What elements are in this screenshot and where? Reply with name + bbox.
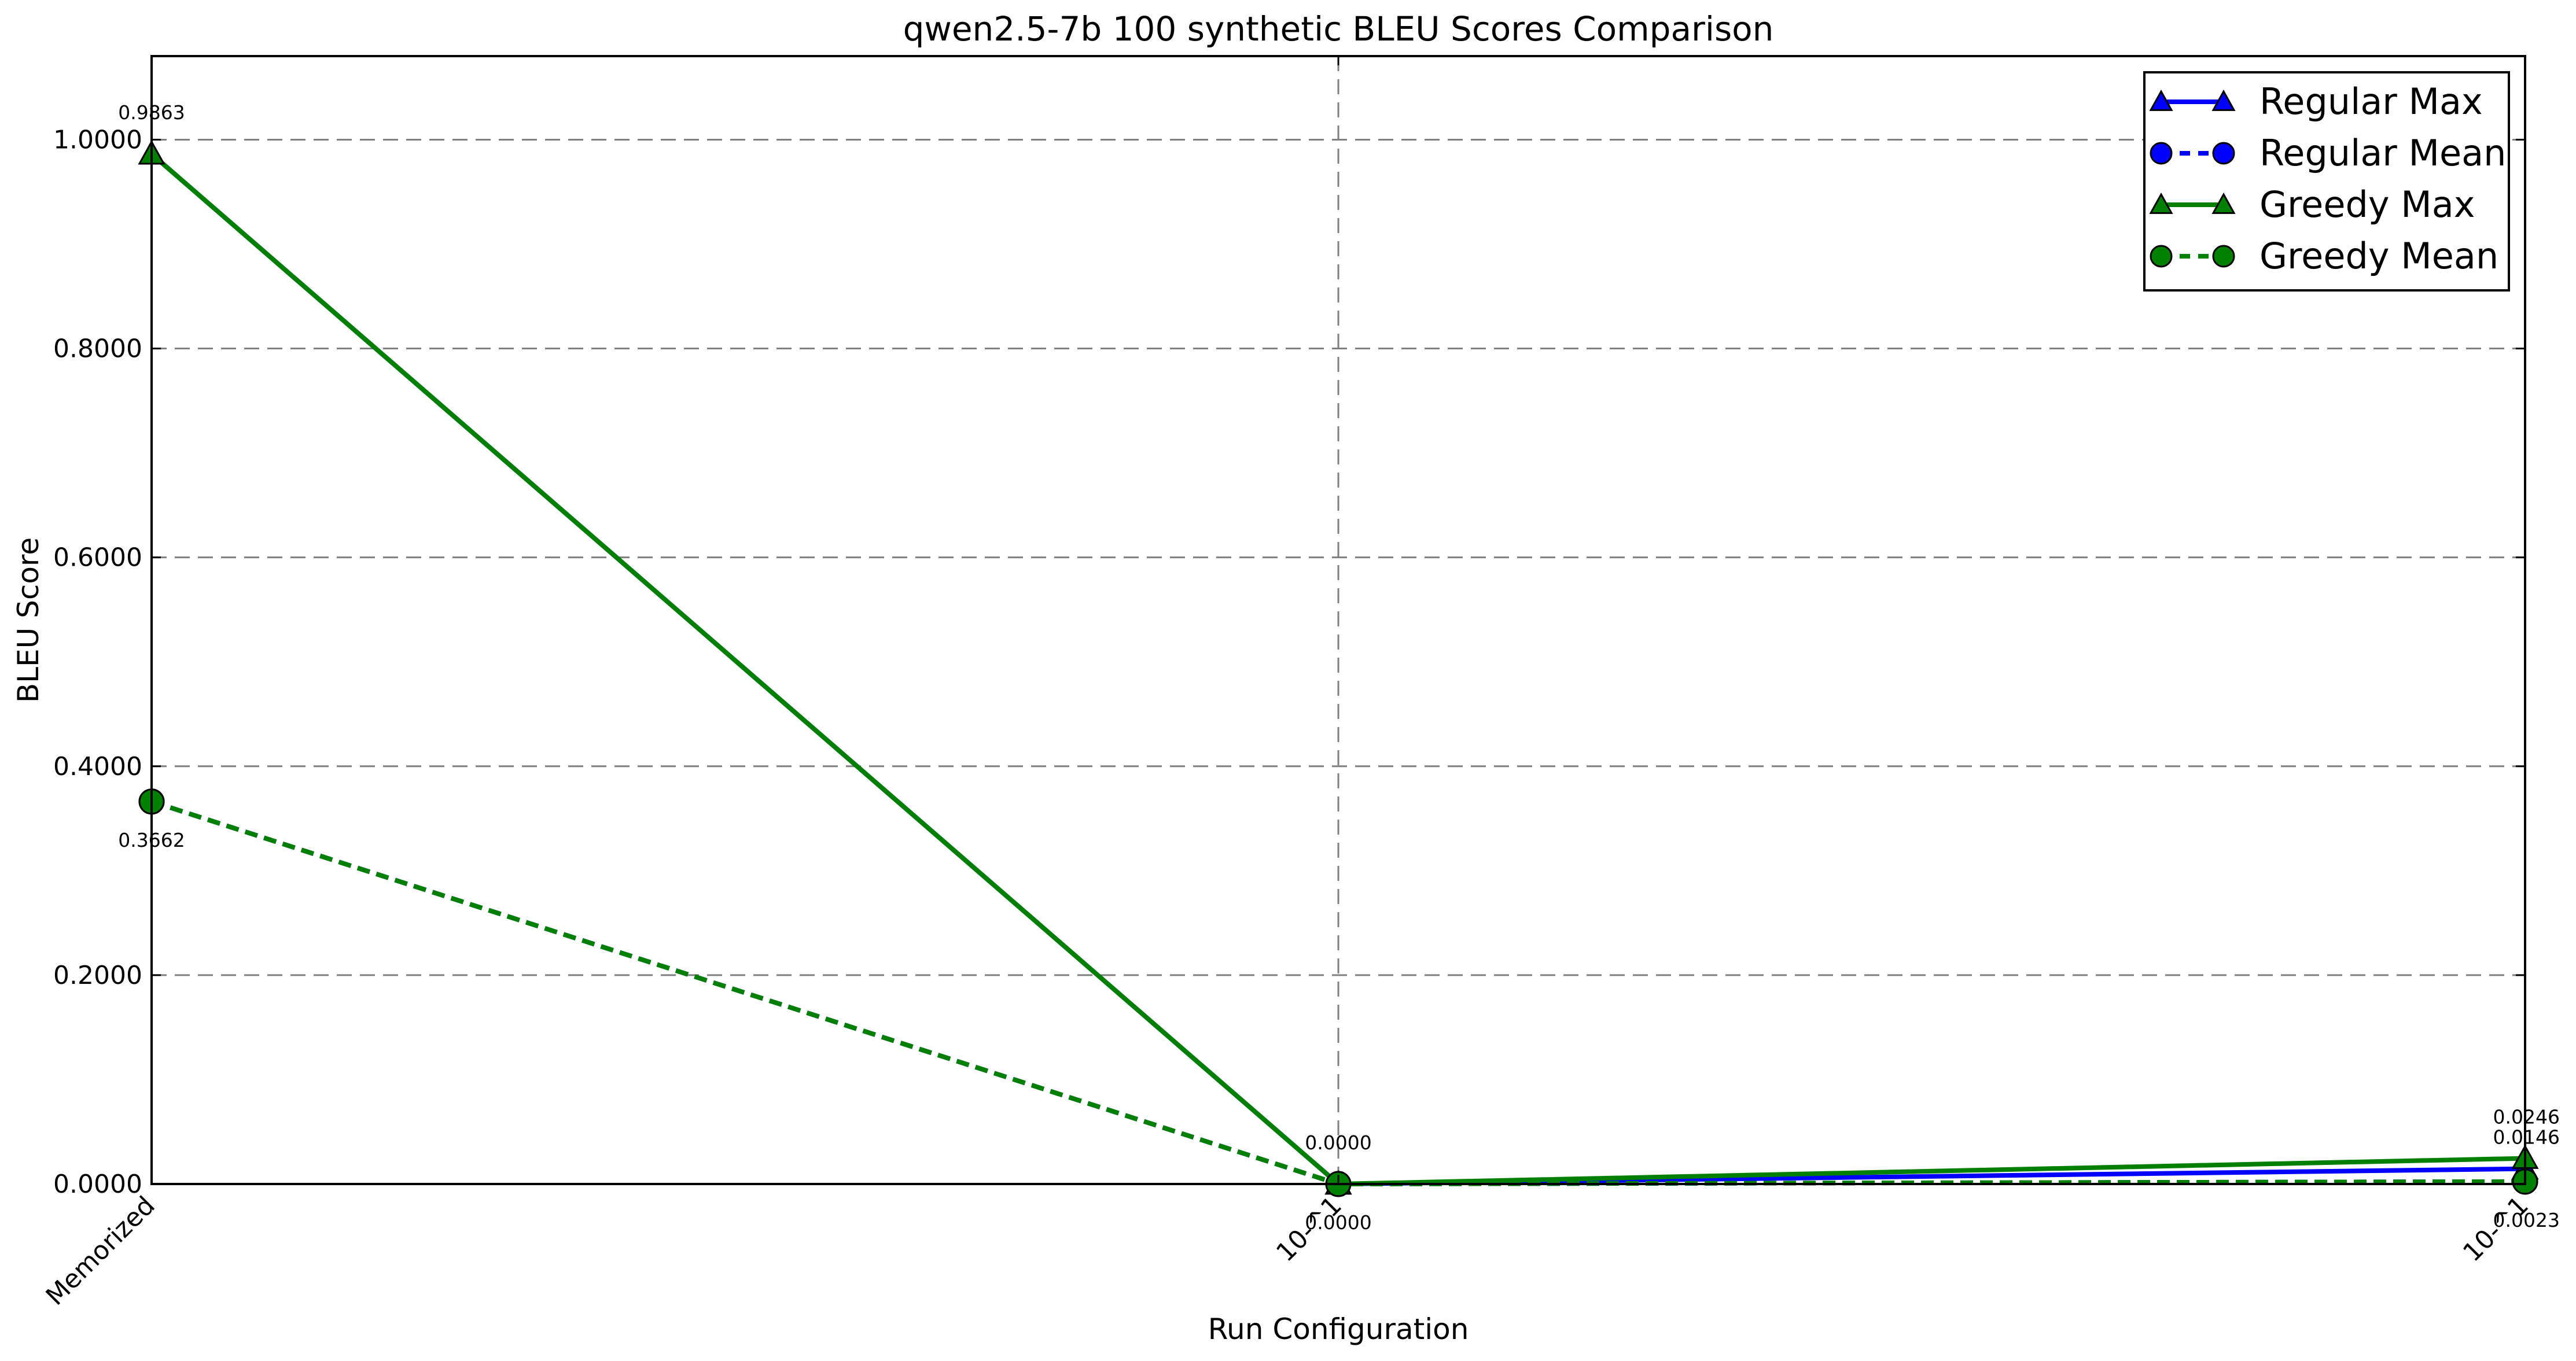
data-label: 0.0146 [2493,1126,2560,1149]
y-tick-label: 1.0000 [53,125,142,154]
y-tick-label: 0.4000 [53,752,142,781]
legend-label-3: Greedy Mean [2259,235,2498,277]
legend-label-2: Greedy Max [2259,183,2475,226]
y-tick-label: 0.0000 [53,1170,142,1199]
legend-marker [2150,245,2173,268]
legend-marker [2150,142,2173,165]
data-label: 0.0000 [1305,1211,1371,1234]
data-label: 0.0023 [2493,1209,2560,1231]
y-tick-label: 0.8000 [53,334,142,364]
legend-label-1: Regular Mean [2259,132,2506,174]
y-tick-label: 0.2000 [53,961,142,990]
legend-marker [2149,89,2173,111]
legend-marker [2212,245,2235,268]
legend-marker [2211,89,2236,111]
legend-marker [2149,192,2173,214]
legend-marker [2212,142,2235,165]
y-tick-label: 0.6000 [53,543,142,573]
y-axis-label: BLEU Score [12,537,45,703]
chart-title: qwen2.5-7b 100 synthetic BLEU Scores Com… [903,9,1774,49]
x-axis-label: Run Configuration [1208,1312,1469,1346]
data-label: 0.0000 [1305,1131,1371,1154]
legend: Regular Max Regular Mean Greedy Max Greedy … [2143,71,2510,292]
data-label: 0.0246 [2493,1106,2560,1128]
legend-marker [2211,192,2236,214]
legend-label-0: Regular Max [2259,80,2483,123]
grid-lines [152,56,2525,1184]
